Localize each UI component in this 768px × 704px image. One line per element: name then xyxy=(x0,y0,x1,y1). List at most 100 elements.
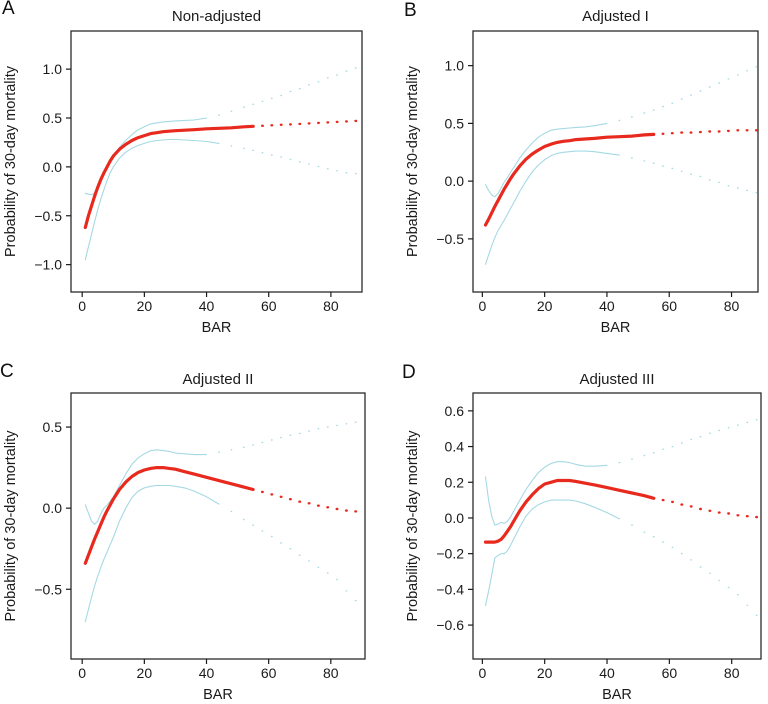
series-upper-ci-dot xyxy=(631,458,633,460)
series-lower-ci-dot xyxy=(243,147,245,149)
series-estimate-dot xyxy=(298,500,302,503)
panel-title: Adjusted I xyxy=(582,8,649,25)
series-lower-ci-dot xyxy=(662,541,664,543)
series-estimate-dot xyxy=(326,506,330,509)
y-tick-label: 0.5 xyxy=(43,419,63,435)
x-tick-label: 40 xyxy=(199,298,215,314)
series-lower-ci-dot xyxy=(326,572,329,574)
series-upper-ci-dot xyxy=(699,90,702,92)
series-estimate-dot xyxy=(307,502,311,505)
series-estimate-dot xyxy=(745,515,749,518)
series-upper-ci-dot xyxy=(243,106,245,108)
series-upper-ci-dot xyxy=(252,444,254,446)
x-tick-label: 20 xyxy=(137,298,153,314)
series-lower-ci-dot xyxy=(336,578,338,581)
y-tick-label: 0.5 xyxy=(445,115,465,131)
y-axis-label: Probability of 30-day mortality xyxy=(405,430,421,622)
series-estimate-dot xyxy=(298,122,302,126)
series-estimate-dot xyxy=(260,490,264,494)
y-tick-label: −0.6 xyxy=(436,617,464,633)
series-lower-ci-dot xyxy=(345,172,348,174)
series-upper-ci-dot xyxy=(631,116,633,118)
series-upper-ci-dot xyxy=(345,423,348,425)
panel-label-c: C xyxy=(0,361,14,382)
series-upper-ci-dot xyxy=(336,424,338,427)
series-upper-ci-dot xyxy=(230,110,233,112)
series-estimate-dot xyxy=(670,132,674,135)
series-lower-ci-dot xyxy=(680,553,683,555)
y-tick-label: 0.5 xyxy=(43,110,63,126)
series-upper-ci-dot xyxy=(280,436,282,439)
series-upper-ci-dot xyxy=(652,109,655,111)
series-estimate-dot xyxy=(354,510,358,513)
series-upper-ci-dot xyxy=(242,446,245,448)
series-upper-ci-dot xyxy=(289,90,292,93)
series-upper-ci-dot xyxy=(354,67,357,69)
y-tick-label: −0.5 xyxy=(34,208,62,224)
x-tick-label: 80 xyxy=(323,665,339,681)
series-estimate-dot xyxy=(736,129,740,132)
series-lower-ci-dot xyxy=(690,173,692,175)
series-estimate-dot xyxy=(335,120,339,124)
series-upper-ci-dot xyxy=(618,119,621,122)
y-tick-label: 0.0 xyxy=(445,510,465,526)
series-lower-ci-dot xyxy=(345,590,348,592)
series-estimate-dot xyxy=(270,493,274,496)
series-lower-ci-dot xyxy=(755,614,758,616)
series-upper-ci-dot xyxy=(708,86,711,88)
series-upper-ci-dot xyxy=(690,438,693,441)
series-lower-ci-dot xyxy=(317,566,320,569)
x-tick-label: 40 xyxy=(599,298,615,314)
series-upper-ci-dot xyxy=(308,84,310,86)
series-lower-ci-dot xyxy=(252,524,254,526)
series-estimate-dot xyxy=(699,507,702,511)
series-lower-ci-dot xyxy=(652,162,655,164)
series-estimate-dot xyxy=(344,509,348,512)
x-tick-label: 0 xyxy=(478,298,486,314)
y-tick-label: 0.0 xyxy=(445,173,465,189)
series-lower-ci-dot xyxy=(280,156,283,158)
series-lower-ci-dot xyxy=(652,536,655,538)
series-estimate-dot xyxy=(717,511,721,514)
series-lower-ci-line xyxy=(84,484,220,623)
x-tick-label: 60 xyxy=(261,665,277,681)
series-upper-ci-line xyxy=(484,122,608,198)
y-tick-label: 0.2 xyxy=(445,474,465,490)
series-lower-ci-dot xyxy=(326,168,329,170)
series-upper-ci-dot xyxy=(326,77,329,79)
panel-non-adjusted: A 0 20 40 60 80 −1.0 −0.5 0.0 0.5 1.0 Non-adjusted… xyxy=(0,0,384,352)
series-upper-ci-dot xyxy=(690,94,692,96)
series-estimate-dot xyxy=(717,130,721,133)
y-tick-label: −0.2 xyxy=(436,546,464,562)
x-axis-label: BAR xyxy=(203,687,233,703)
series-estimate-dot xyxy=(279,123,283,126)
chart-non-adjusted: 0 20 40 60 80 −1.0 −0.5 0.0 0.5 1.0 Non-adjusted BA… xyxy=(3,8,363,336)
series-lower-ci-dot xyxy=(261,152,264,154)
y-tick-label: −0.5 xyxy=(34,581,62,597)
series-lower-ci-line xyxy=(84,138,220,261)
series-estimate-line xyxy=(83,466,255,565)
y-tick-label: 0.4 xyxy=(445,439,465,455)
series-lower-ci-dot xyxy=(643,160,646,162)
series-upper-ci-dot xyxy=(709,432,711,434)
series-estimate-dot xyxy=(279,495,283,498)
series-estimate-dot xyxy=(736,514,740,517)
series-estimate-dot xyxy=(745,129,749,132)
series-upper-ci-dot xyxy=(618,461,621,464)
series-lower-ci-dot xyxy=(708,179,711,181)
series-upper-ci-dot xyxy=(261,441,264,444)
chart-adjusted-2: 0 20 40 60 80 −0.5 0.0 0.5 Adjusted II BAR Probabi… xyxy=(3,371,366,703)
series-upper-ci-dot xyxy=(317,428,320,430)
series-lower-ci-dot xyxy=(631,157,633,159)
series-estimate-dot xyxy=(354,119,358,123)
series-lower-ci-dot xyxy=(737,594,739,596)
series-lower-ci-dot xyxy=(631,524,633,526)
series-upper-ci-dot xyxy=(230,449,233,451)
panel-title: Adjusted III xyxy=(579,371,654,388)
series-estimate-dot xyxy=(726,129,730,133)
series-upper-ci-dot xyxy=(680,442,683,444)
x-tick-label: 40 xyxy=(199,665,215,681)
series-lower-ci-dot xyxy=(308,163,310,165)
series-upper-ci-dot xyxy=(727,78,730,80)
series-lower-ci-dot xyxy=(718,181,720,183)
